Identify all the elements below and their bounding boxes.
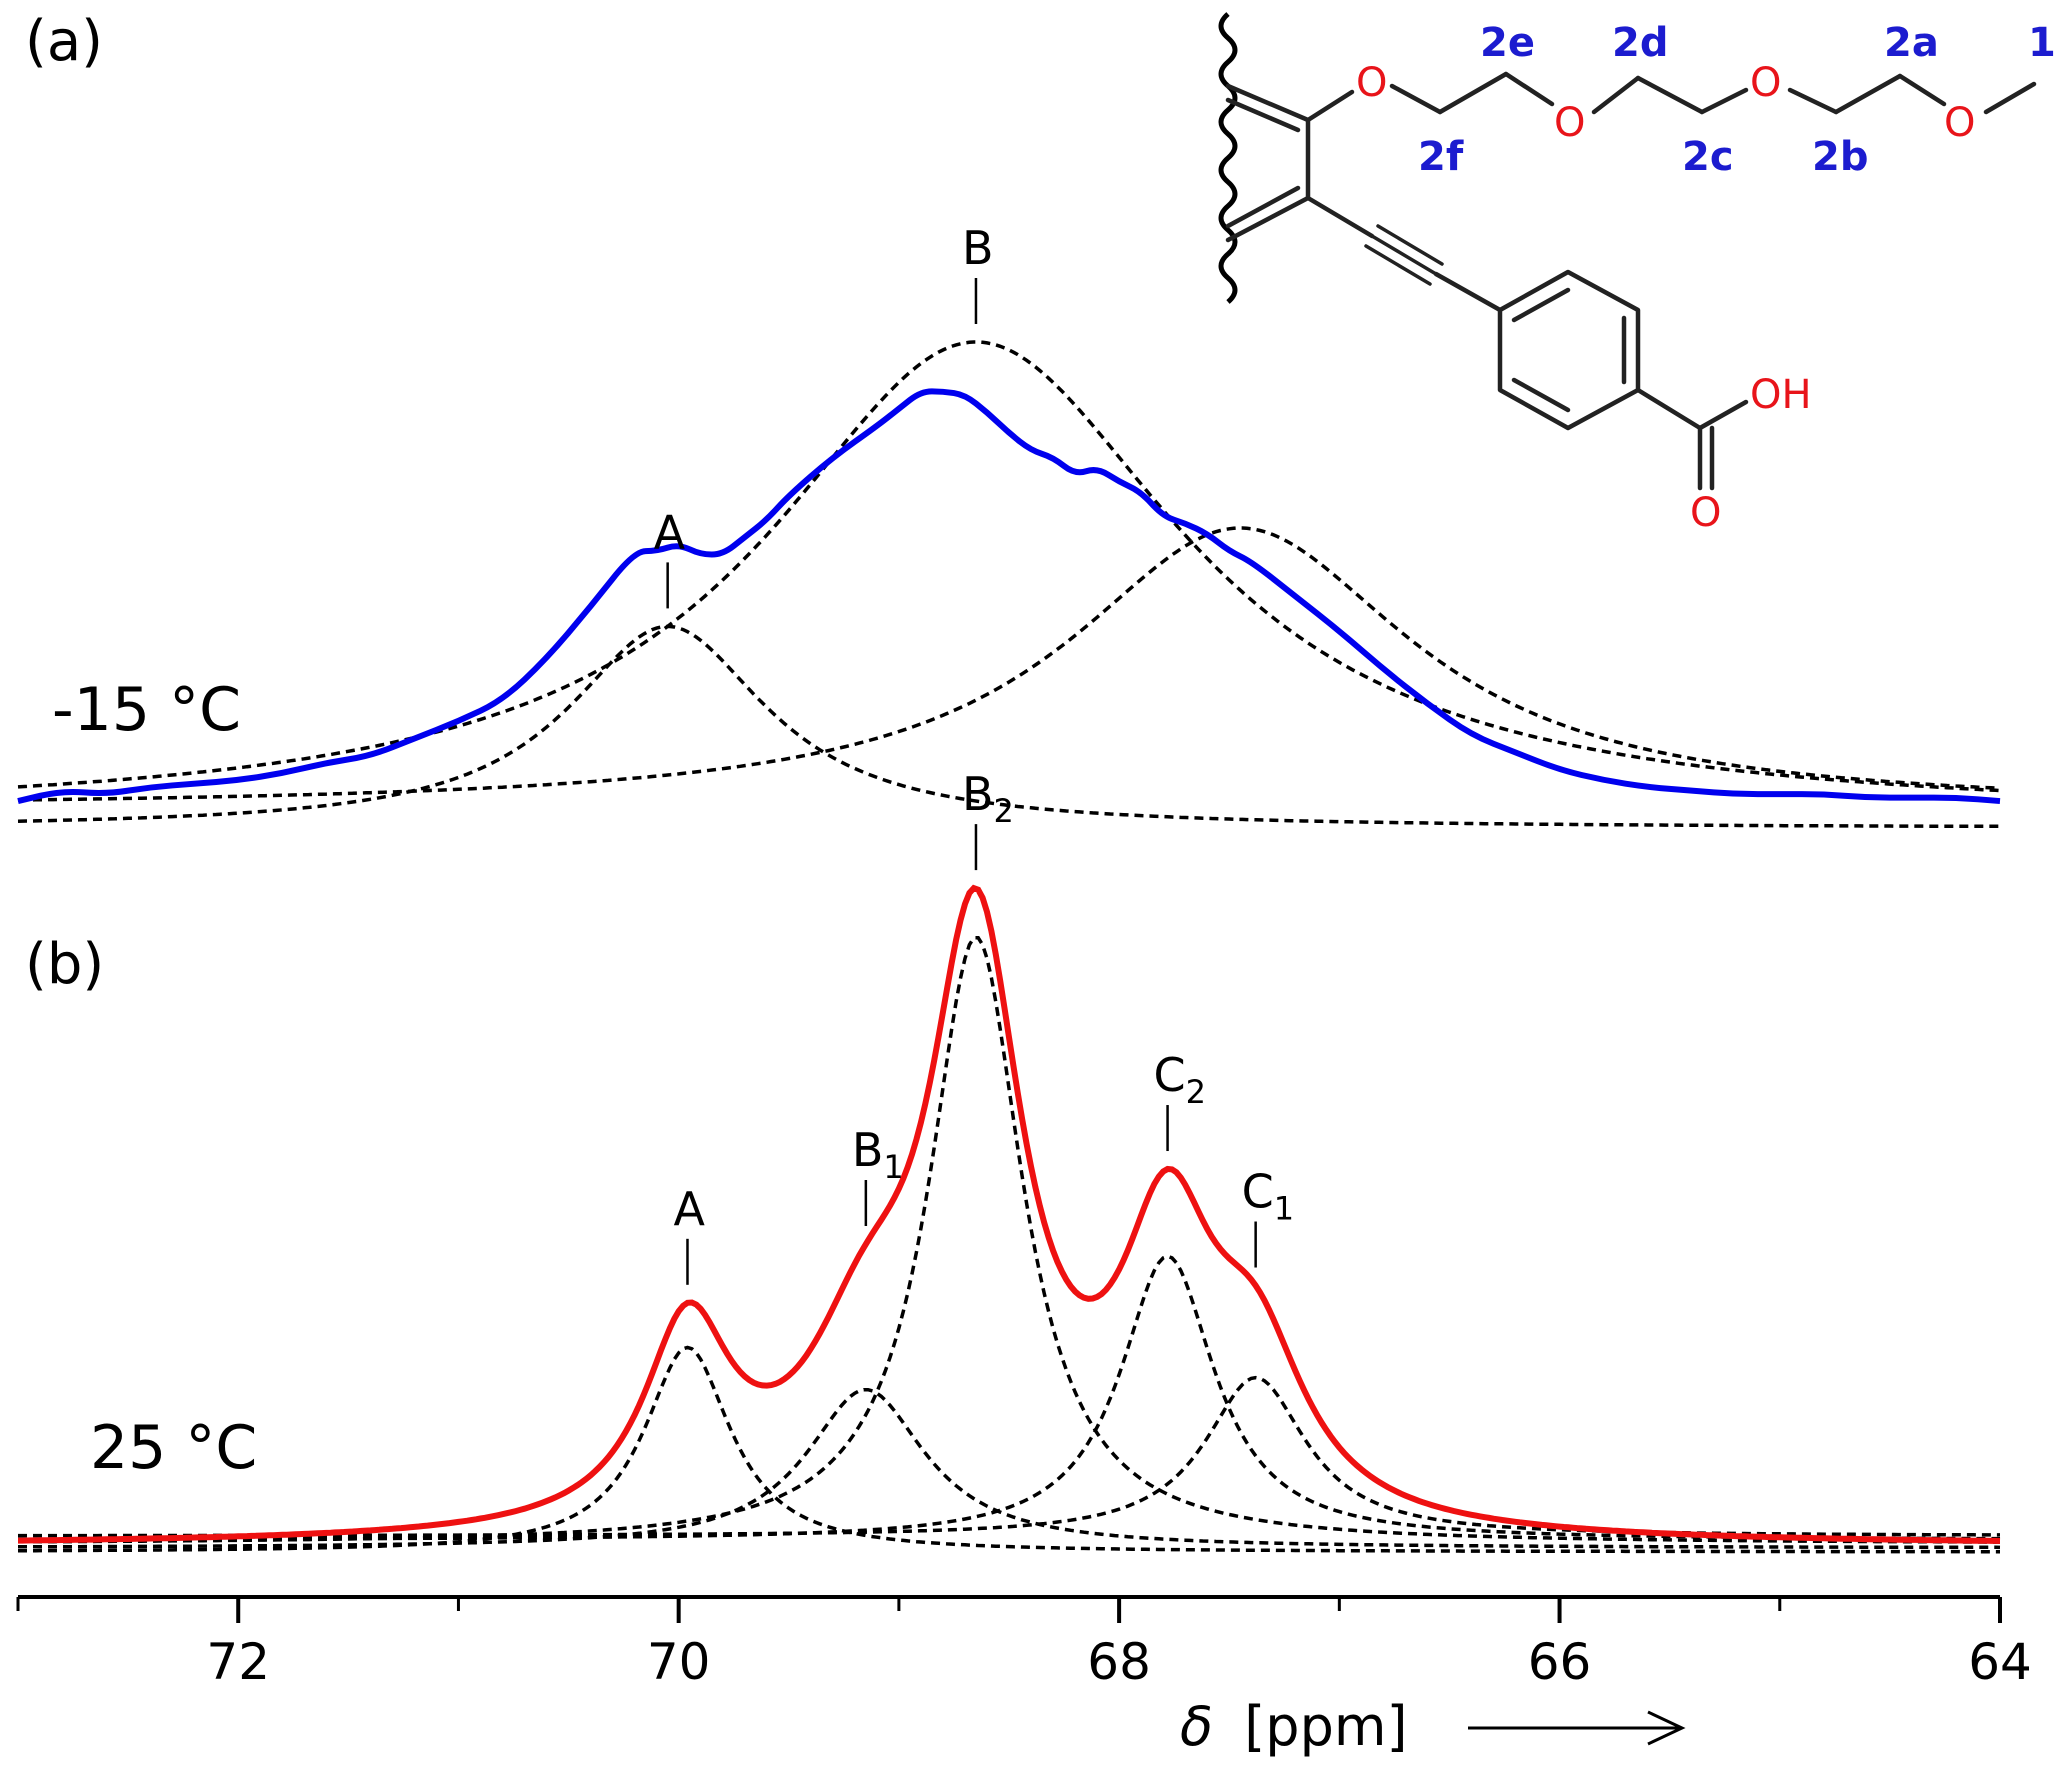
carbon-label-2c: 2c <box>1682 134 1734 180</box>
peak-label: B2 <box>962 767 1014 830</box>
x-tick-label: 68 <box>1087 1633 1151 1691</box>
peak-label: B <box>962 221 994 275</box>
peak-label: C2 <box>1154 1048 1206 1111</box>
x-axis-title: δ [ppm] <box>1180 1695 1686 1758</box>
x-axis-symbol: δ <box>1180 1695 1213 1758</box>
x-tick-label: 72 <box>206 1633 270 1691</box>
x-tick-label: 66 <box>1528 1633 1592 1691</box>
panel-b-label: (b) <box>25 932 104 997</box>
total-spectrum-line <box>18 884 2001 1544</box>
carbon-label-2a: 2a <box>1884 20 1939 66</box>
panel-a-spectrum: AB <box>17 221 2001 829</box>
oxygen-atom: O <box>1356 60 1387 106</box>
component-peak <box>18 1345 2000 1554</box>
carbon-label-2f: 2f <box>1418 134 1464 180</box>
component-peak <box>17 624 2000 829</box>
temperature-label-a: -15 °C <box>52 675 241 745</box>
x-tick-label: 64 <box>1968 1633 2032 1691</box>
component-peak <box>18 1254 2001 1542</box>
panel-b-spectrum: A B1 B2 C2 C1 <box>18 767 2001 1554</box>
carbonyl-oxygen-label: O <box>1690 490 1721 536</box>
carbon-label-1: 1 <box>2028 20 2056 66</box>
carbon-label-2b: 2b <box>1812 134 1868 180</box>
polymer-backbone-wavy <box>1218 12 1238 304</box>
peak-label: B1 <box>852 1123 904 1186</box>
x-axis: 72 70 68 66 64 <box>16 1595 2032 1691</box>
hydroxyl-label: OH <box>1750 372 1812 418</box>
carbon-label-2d: 2d <box>1612 20 1668 66</box>
carbon-label-2e: 2e <box>1480 20 1535 66</box>
component-peak <box>18 526 2001 802</box>
component-peak <box>17 340 2001 793</box>
peak-label: A <box>673 1182 705 1236</box>
x-tick-label: 70 <box>647 1633 711 1691</box>
oxygen-atom: O <box>1944 100 1975 146</box>
panel-a-label: (a) <box>25 9 103 74</box>
peak-label: C1 <box>1242 1165 1294 1228</box>
peak-label: A <box>654 505 686 559</box>
component-peak <box>18 1387 2001 1550</box>
temperature-label-b: 25 °C <box>90 1413 257 1483</box>
chemical-structure: O O O O 1 2a 2b 2c 2d 2e 2f OH <box>1218 12 2056 536</box>
component-peak <box>18 1375 2000 1538</box>
x-axis-arrow-head <box>1647 1710 1686 1746</box>
oxygen-atom: O <box>1750 60 1781 106</box>
svg-text:δ [ppm]: δ [ppm] <box>1180 1695 1408 1758</box>
total-spectrum-line <box>17 388 2001 805</box>
x-axis-unit: [ppm] <box>1244 1695 1407 1758</box>
oxygen-atom: O <box>1554 100 1585 146</box>
